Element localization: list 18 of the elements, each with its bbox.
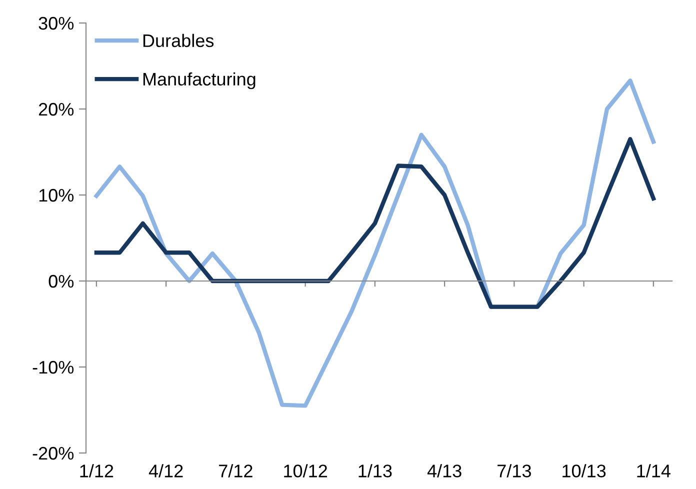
x-tick-label: 10/13 xyxy=(562,464,606,478)
line-series xyxy=(94,137,656,309)
x-tick-label: 7/12 xyxy=(219,464,252,478)
y-tick-label: -20% xyxy=(32,446,74,460)
y-tick-label: -10% xyxy=(32,360,74,374)
x-tick-label: 1/13 xyxy=(358,464,392,478)
legend-label: Durables xyxy=(143,34,214,48)
y-tick-label: 30% xyxy=(38,16,74,30)
legend-label: Manufacturing xyxy=(143,72,256,90)
y-tick-label: 0% xyxy=(48,274,74,288)
x-tick-label: 4/12 xyxy=(148,464,183,478)
y-tick-label: 10% xyxy=(39,188,74,202)
x-tick-label: 7/13 xyxy=(498,464,531,478)
x-tick-label: 4/13 xyxy=(427,464,462,478)
x-tick-label: 1/12 xyxy=(80,464,114,478)
y-tick-label: 20% xyxy=(38,102,74,116)
x-tick-label: 1/14 xyxy=(637,464,670,478)
x-tick-label: 10/12 xyxy=(284,464,327,478)
